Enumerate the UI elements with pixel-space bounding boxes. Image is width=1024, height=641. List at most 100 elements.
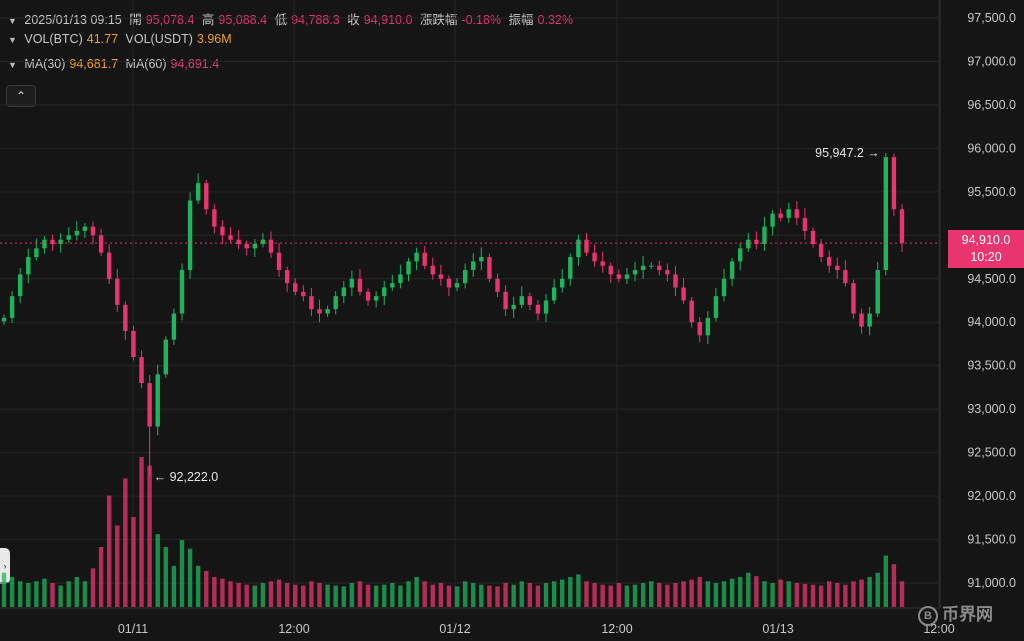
candle-body bbox=[171, 313, 177, 340]
candle-body bbox=[115, 278, 120, 305]
x-tick-label: 01/11 bbox=[118, 622, 148, 636]
volume-bar bbox=[721, 581, 727, 607]
candle-body bbox=[430, 265, 435, 275]
candle-body bbox=[382, 287, 387, 297]
y-tick-label: 92,500.0 bbox=[967, 446, 1016, 460]
candle-body bbox=[729, 261, 735, 279]
collapse-button[interactable]: ⌃ bbox=[6, 85, 36, 107]
candle-body bbox=[454, 283, 460, 288]
candle-body bbox=[1, 317, 7, 322]
volume-bar bbox=[802, 583, 808, 607]
candle-body bbox=[471, 261, 476, 271]
volume-bar bbox=[503, 583, 508, 607]
row-caret-icon[interactable]: ▼ bbox=[8, 16, 17, 26]
volume-bar bbox=[616, 583, 622, 607]
candle-body bbox=[106, 252, 112, 279]
candle-body bbox=[568, 257, 573, 279]
candle-body bbox=[74, 230, 80, 236]
volume-bar bbox=[179, 540, 185, 607]
candle-body bbox=[268, 239, 274, 253]
candle-body bbox=[66, 235, 71, 240]
volume-bar bbox=[665, 584, 670, 607]
volume-bar bbox=[818, 585, 824, 607]
side-panel-handle[interactable]: › bbox=[0, 548, 10, 584]
candle-body bbox=[511, 304, 516, 310]
candle-body bbox=[236, 239, 241, 244]
volume-bar bbox=[794, 583, 800, 607]
volume-bar bbox=[260, 583, 266, 607]
candle-body bbox=[438, 274, 444, 279]
volume-bar bbox=[317, 583, 322, 607]
volume-bar bbox=[737, 577, 743, 607]
candle-body bbox=[608, 265, 613, 275]
volume-bar bbox=[543, 583, 549, 607]
max-price-annotation: 95,947.2 → bbox=[815, 146, 880, 160]
candle-body bbox=[794, 209, 800, 218]
candle-body bbox=[406, 261, 411, 275]
candle-body bbox=[462, 270, 468, 284]
volume-bar bbox=[268, 581, 274, 607]
volume-bar bbox=[681, 581, 686, 607]
x-tick-label: 12:00 bbox=[601, 622, 632, 636]
volume-bar bbox=[608, 585, 613, 607]
volume-bar bbox=[284, 583, 290, 607]
candle-body bbox=[357, 278, 363, 292]
close-value: 94,910.0 bbox=[363, 13, 413, 27]
high-value: 95,088.4 bbox=[218, 13, 268, 27]
candle-body bbox=[293, 283, 298, 292]
candle-body bbox=[58, 239, 63, 244]
candle-body bbox=[34, 248, 39, 258]
volume-bar bbox=[649, 581, 654, 607]
volume-bar bbox=[26, 583, 31, 607]
volume-bar bbox=[778, 579, 783, 607]
candle-body bbox=[673, 274, 678, 288]
volume-bar bbox=[155, 534, 160, 607]
coin-icon: B bbox=[918, 605, 938, 626]
volume-bar bbox=[66, 581, 71, 607]
volume-bar bbox=[487, 585, 492, 607]
candle-body bbox=[640, 265, 646, 271]
candle-body bbox=[851, 283, 856, 314]
low-label: 低 bbox=[274, 13, 288, 27]
candle-body bbox=[770, 213, 775, 227]
candle-body bbox=[333, 296, 338, 310]
candle-body bbox=[535, 304, 541, 314]
y-tick-label: 97,500.0 bbox=[967, 11, 1016, 25]
candle-body bbox=[503, 291, 508, 310]
y-tick-label: 94,500.0 bbox=[967, 272, 1016, 286]
volume-bar bbox=[195, 565, 201, 607]
chevron-up-icon: ⌃ bbox=[15, 89, 27, 103]
volume-bar bbox=[82, 581, 88, 607]
volume-bar bbox=[600, 584, 605, 607]
volume-bar bbox=[535, 585, 541, 607]
candle-body bbox=[98, 235, 104, 253]
candle-body bbox=[891, 157, 897, 210]
volume-bar bbox=[762, 581, 767, 607]
candle-body bbox=[560, 278, 565, 288]
candle-body bbox=[802, 217, 808, 231]
candle-body bbox=[616, 274, 622, 279]
vol-btc-value: 41.77 bbox=[86, 32, 119, 46]
candle-body bbox=[746, 239, 751, 249]
y-tick-label: 94,000.0 bbox=[967, 315, 1016, 329]
candle-body bbox=[657, 265, 662, 271]
volume-row: ▼ VOL(BTC) 41.77 VOL(USDT) 3.96M bbox=[8, 32, 236, 46]
candle-body bbox=[527, 296, 533, 305]
current-price-tag: 94,910.0 10:20 bbox=[948, 230, 1024, 268]
volume-bar bbox=[74, 577, 80, 607]
ma60-value: 94,691.4 bbox=[170, 57, 220, 71]
y-tick-label: 96,000.0 bbox=[967, 141, 1016, 155]
volume-bar bbox=[341, 586, 346, 607]
row-caret-icon[interactable]: ▼ bbox=[8, 35, 17, 45]
volume-bar bbox=[293, 584, 298, 607]
volume-bar bbox=[746, 572, 751, 607]
volume-bar bbox=[471, 583, 476, 607]
y-axis-ticks: 97,500.0 97,000.0 96,500.0 96,000.0 95,500.0… bbox=[967, 11, 1016, 590]
volume-bar bbox=[657, 583, 662, 607]
volume-bar bbox=[301, 585, 306, 607]
row-caret-icon[interactable]: ▼ bbox=[8, 60, 17, 70]
volume-bar bbox=[98, 547, 104, 607]
y-tick-label: 92,000.0 bbox=[967, 489, 1016, 503]
candle-body bbox=[244, 244, 249, 249]
